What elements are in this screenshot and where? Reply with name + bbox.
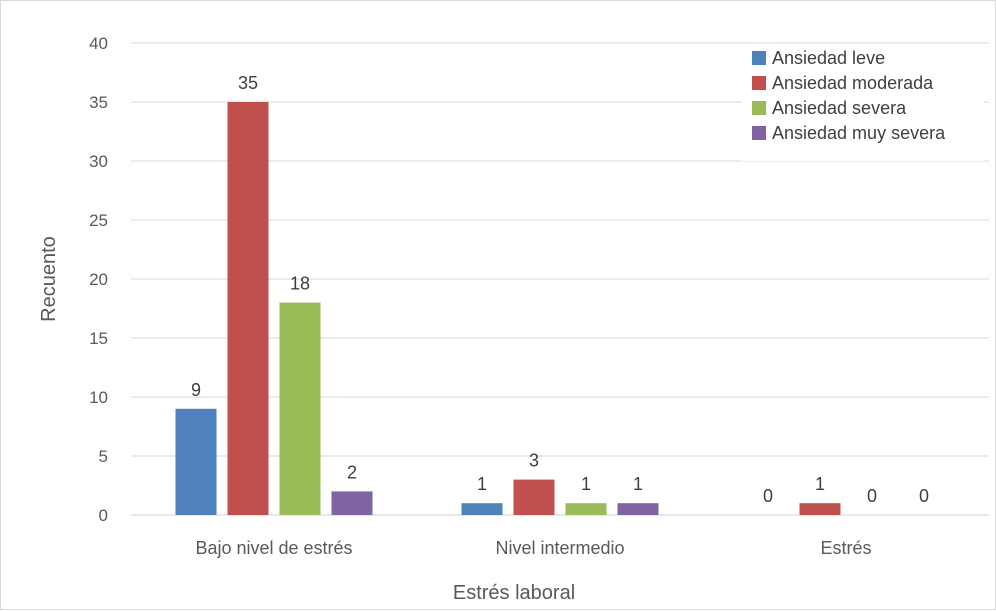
data-label: 9 [191,380,201,400]
x-axis-title: Estrés laboral [453,582,575,604]
y-tick-label: 5 [99,447,108,466]
bar [331,491,373,515]
bar [175,408,217,515]
legend-swatch [752,51,766,65]
data-label: 1 [633,474,643,494]
y-tick-label: 20 [89,270,108,289]
category-label: Bajo nivel de estrés [195,538,352,558]
data-label: 0 [763,486,773,506]
data-labels: 9 35 18 2 1 3 1 1 0 1 0 0 [191,73,929,506]
bar [227,102,269,515]
data-label: 18 [290,274,310,294]
legend-swatch [752,101,766,115]
data-label: 2 [347,462,357,482]
legend-label: Ansiedad moderada [772,73,934,93]
data-label: 35 [238,73,258,93]
bar [461,503,503,515]
gridlines [131,42,989,516]
data-label: 3 [529,451,539,471]
y-tick-label: 35 [89,93,108,112]
y-tick-label: 30 [89,152,108,171]
bar [617,503,659,515]
category-label: Nivel intermedio [495,538,624,558]
legend-label: Ansiedad leve [772,48,885,68]
y-tick-label: 15 [89,329,108,348]
bar [279,302,321,515]
data-label: 1 [581,474,591,494]
y-tick-label: 25 [89,211,108,230]
data-label: 1 [815,474,825,494]
y-axis-title: Recuento [38,236,60,322]
data-label: 1 [477,474,487,494]
bar [513,479,555,515]
legend-box [742,45,984,161]
bars [175,102,841,515]
y-tick-label: 10 [89,388,108,407]
legend-swatch [752,126,766,140]
category-label: Estrés [820,538,871,558]
legend: Ansiedad leve Ansiedad moderada Ansiedad s… [742,45,984,161]
y-tick-label: 40 [89,34,108,53]
y-tick-label: 0 [99,506,108,525]
x-axis-categories: Bajo nivel de estrés Nivel intermedio Estr… [195,538,871,558]
data-label: 0 [867,486,877,506]
bar [799,503,841,515]
legend-label: Ansiedad muy severa [772,123,946,143]
bar [565,503,607,515]
data-label: 0 [919,486,929,506]
legend-label: Ansiedad severa [772,98,907,118]
y-axis-ticks: 0 5 10 15 20 25 30 35 40 [89,34,108,525]
legend-swatch [752,76,766,90]
